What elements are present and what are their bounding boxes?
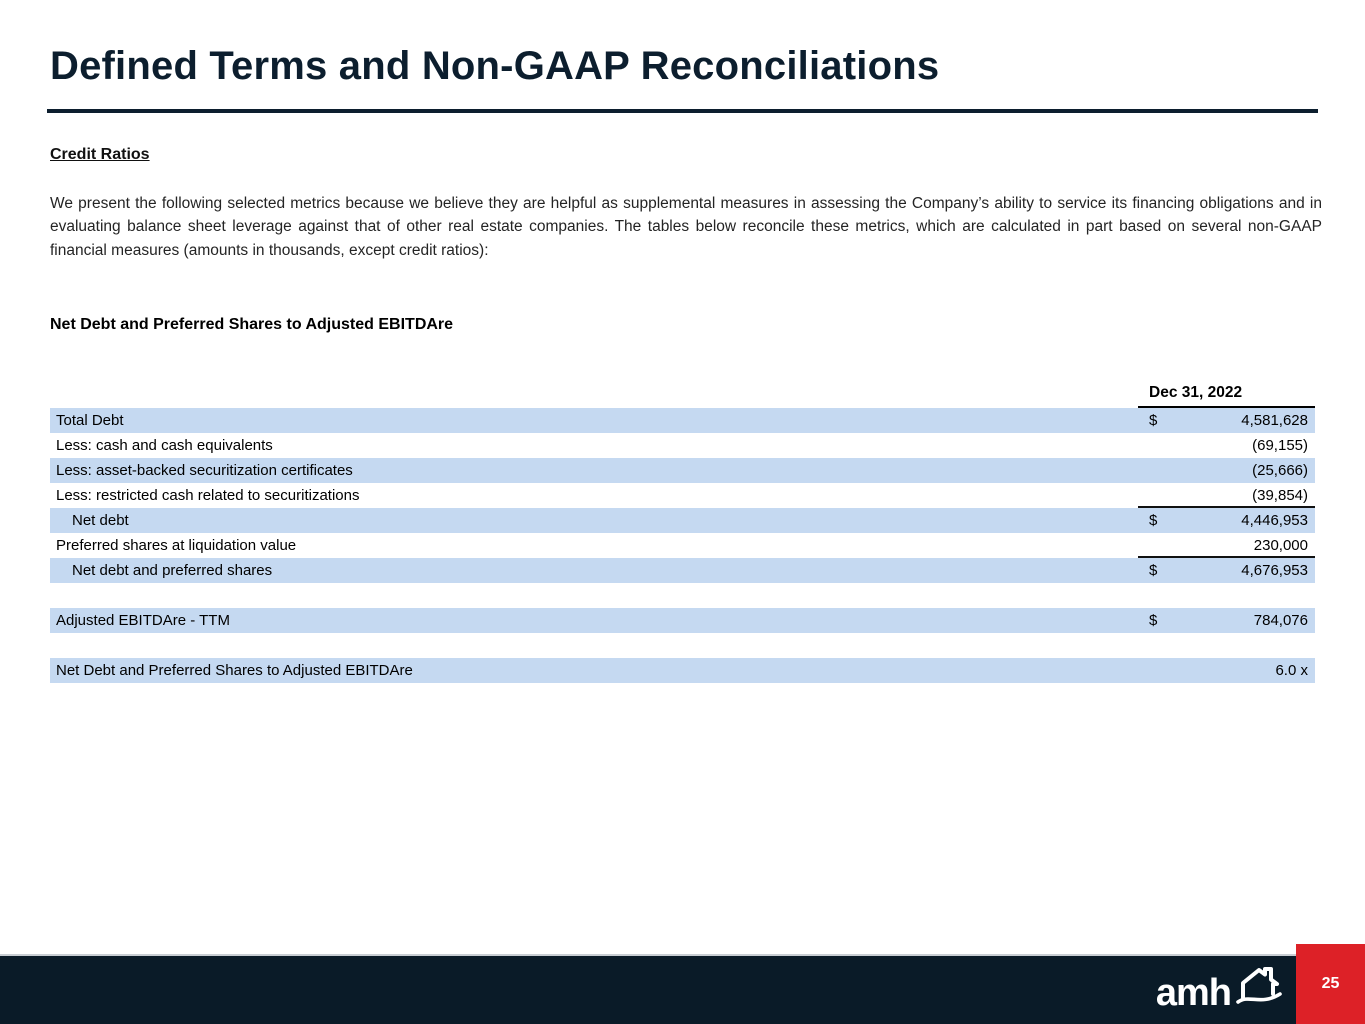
table-spacer-row bbox=[50, 583, 1315, 608]
table-row: Total Debt $4,581,628 bbox=[50, 408, 1315, 433]
currency-symbol: $ bbox=[1149, 412, 1158, 429]
amh-logo-text: amh bbox=[1155, 972, 1232, 1014]
row-value-cell: 230,000 bbox=[1138, 533, 1315, 558]
row-value-cell: (69,155) bbox=[1138, 433, 1315, 458]
reconciliation-table: Dec 31, 2022 Total Debt $4,581,628 Less: c… bbox=[50, 381, 1315, 683]
row-value: 4,446,953 bbox=[1241, 512, 1308, 529]
row-value-cell: $784,076 bbox=[1138, 608, 1315, 633]
house-icon bbox=[1233, 963, 1285, 1014]
row-label: Less: restricted cash related to securit… bbox=[56, 487, 360, 504]
row-value: (25,666) bbox=[1252, 462, 1308, 479]
table-header-row: Dec 31, 2022 bbox=[50, 381, 1315, 408]
intro-paragraph: We present the following selected metric… bbox=[50, 195, 1322, 259]
currency-symbol: $ bbox=[1149, 512, 1158, 529]
column-header-date: Dec 31, 2022 bbox=[1138, 381, 1315, 408]
row-value: (69,155) bbox=[1252, 437, 1308, 454]
row-value-cell: $4,581,628 bbox=[1138, 408, 1315, 433]
row-value-cell: $4,676,953 bbox=[1138, 558, 1315, 583]
page-number: 25 bbox=[1321, 975, 1340, 992]
row-label: Net debt bbox=[72, 512, 129, 529]
currency-symbol: $ bbox=[1149, 612, 1158, 629]
table-row: Preferred shares at liquidation value 230… bbox=[50, 533, 1315, 558]
table-row: Net debt $4,446,953 bbox=[50, 508, 1315, 533]
row-value: 4,676,953 bbox=[1241, 562, 1308, 579]
row-label: Preferred shares at liquidation value bbox=[56, 537, 297, 554]
row-value-cell: (39,854) bbox=[1138, 483, 1315, 508]
table-row: Adjusted EBITDAre - TTM $784,076 bbox=[50, 608, 1315, 633]
row-label: Less: asset-backed securitization certif… bbox=[56, 462, 353, 479]
row-value: 6.0 x bbox=[1275, 662, 1308, 679]
row-label: Net Debt and Preferred Shares to Adjuste… bbox=[56, 662, 413, 679]
row-value: 230,000 bbox=[1253, 537, 1308, 554]
row-label: Adjusted EBITDAre - TTM bbox=[56, 612, 230, 629]
row-value: 4,581,628 bbox=[1241, 412, 1308, 429]
row-label: Net debt and preferred shares bbox=[72, 562, 273, 579]
row-value: (39,854) bbox=[1252, 487, 1308, 504]
table-row: Less: cash and cash equivalents (69,155) bbox=[50, 433, 1315, 458]
table-title: Net Debt and Preferred Shares to Adjuste… bbox=[50, 316, 454, 333]
header-spacer bbox=[50, 381, 1138, 408]
row-value: 784,076 bbox=[1253, 612, 1308, 629]
row-label: Total Debt bbox=[56, 412, 124, 429]
footer-bar: amh bbox=[0, 954, 1365, 1024]
row-value-cell: (25,666) bbox=[1138, 458, 1315, 483]
table-row: Less: restricted cash related to securit… bbox=[50, 483, 1315, 508]
amh-logo: amh bbox=[1155, 963, 1285, 1014]
table-row: Net Debt and Preferred Shares to Adjuste… bbox=[50, 658, 1315, 683]
table-row: Net debt and preferred shares $4,676,953 bbox=[50, 558, 1315, 583]
row-value-cell: $4,446,953 bbox=[1138, 508, 1315, 533]
page-number-box: 25 bbox=[1296, 944, 1365, 1024]
table-row: Less: asset-backed securitization certif… bbox=[50, 458, 1315, 483]
section-heading: Credit Ratios bbox=[50, 146, 150, 163]
table-spacer-row bbox=[50, 633, 1315, 658]
page-title: Defined Terms and Non-GAAP Reconciliatio… bbox=[50, 44, 940, 88]
title-divider bbox=[47, 109, 1318, 113]
currency-symbol: $ bbox=[1149, 562, 1158, 579]
row-value-cell: 6.0 x bbox=[1138, 658, 1315, 683]
table-body: Total Debt $4,581,628 Less: cash and cash … bbox=[50, 408, 1315, 683]
row-label: Less: cash and cash equivalents bbox=[56, 437, 273, 454]
